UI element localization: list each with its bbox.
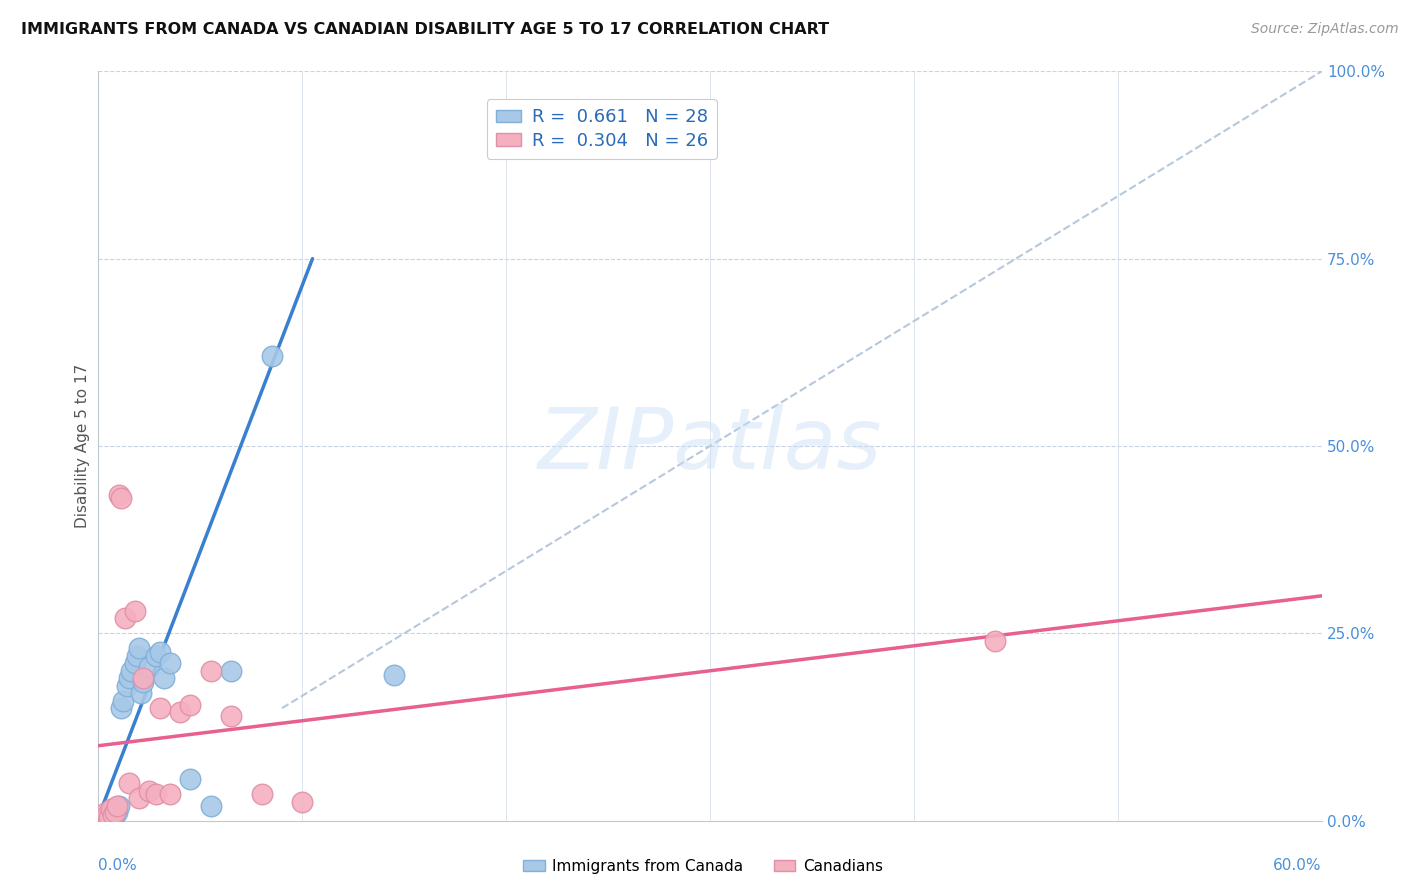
Point xyxy=(93,810,115,824)
Point xyxy=(111,694,134,708)
Point xyxy=(128,641,150,656)
Point xyxy=(118,671,141,685)
Y-axis label: Disability Age 5 to 17: Disability Age 5 to 17 xyxy=(75,364,90,528)
Text: ZIPatlas: ZIPatlas xyxy=(538,404,882,488)
Point xyxy=(101,807,124,822)
Point xyxy=(138,783,160,797)
Point xyxy=(96,807,118,822)
Text: IMMIGRANTS FROM CANADA VS CANADIAN DISABILITY AGE 5 TO 17 CORRELATION CHART: IMMIGRANTS FROM CANADA VS CANADIAN DISAB… xyxy=(21,22,830,37)
Point xyxy=(132,675,155,690)
Point xyxy=(118,776,141,790)
Point xyxy=(138,660,160,674)
Point xyxy=(104,805,127,819)
Point xyxy=(104,807,127,822)
Point xyxy=(145,648,167,663)
Point xyxy=(96,807,118,822)
Point xyxy=(124,657,146,671)
Text: 60.0%: 60.0% xyxy=(1274,858,1322,873)
Point xyxy=(145,788,167,802)
Point xyxy=(250,788,273,802)
Point xyxy=(100,810,122,824)
Legend: R =  0.661   N = 28, R =  0.304   N = 26: R = 0.661 N = 28, R = 0.304 N = 26 xyxy=(486,99,717,159)
Legend: Immigrants from Canada, Canadians: Immigrants from Canada, Canadians xyxy=(517,853,889,880)
Point xyxy=(291,795,314,809)
Point xyxy=(169,705,191,719)
Text: Source: ZipAtlas.com: Source: ZipAtlas.com xyxy=(1251,22,1399,37)
Point xyxy=(149,645,172,659)
Point xyxy=(128,791,150,805)
Point xyxy=(149,701,172,715)
Point xyxy=(382,667,405,681)
Point xyxy=(200,798,222,813)
Point xyxy=(97,806,120,821)
Point xyxy=(100,802,122,816)
Point xyxy=(219,664,242,678)
Point xyxy=(179,698,201,712)
Point xyxy=(152,671,174,685)
Point xyxy=(159,657,181,671)
Point xyxy=(101,802,124,816)
Point xyxy=(179,772,201,787)
Point xyxy=(114,611,136,625)
Point xyxy=(108,488,131,502)
Point xyxy=(93,806,115,821)
Text: 0.0%: 0.0% xyxy=(98,858,138,873)
Point xyxy=(129,686,152,700)
Point xyxy=(127,648,149,663)
Point xyxy=(219,708,242,723)
Point xyxy=(159,788,181,802)
Point xyxy=(91,810,114,824)
Point xyxy=(110,701,132,715)
Point xyxy=(97,810,120,824)
Point xyxy=(200,664,222,678)
Point xyxy=(120,664,142,678)
Point xyxy=(105,805,128,819)
Point xyxy=(110,491,132,506)
Point xyxy=(984,633,1007,648)
Point xyxy=(105,798,128,813)
Point xyxy=(108,798,131,813)
Point xyxy=(124,604,146,618)
Point xyxy=(115,679,138,693)
Point xyxy=(132,671,155,685)
Point xyxy=(260,349,283,363)
